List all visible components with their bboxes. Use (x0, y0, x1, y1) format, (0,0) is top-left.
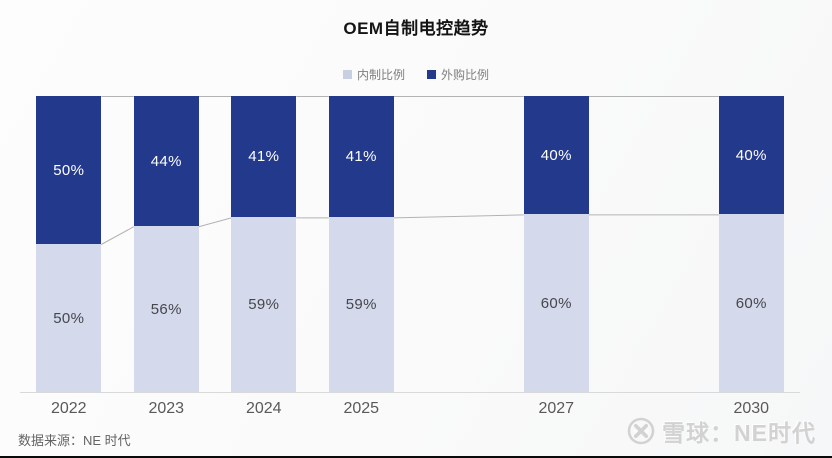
bar-segment-inhouse: 60% (523, 214, 589, 392)
legend-swatch-inhouse-icon (342, 70, 352, 79)
bar-value-label: 50% (53, 309, 85, 327)
bar-value-label: 60% (735, 294, 767, 312)
bar-segment-outsourced: 44% (133, 96, 199, 227)
data-source-note: 数据来源：NE 时代 (18, 433, 131, 448)
bar-segment-inhouse: 50% (36, 244, 102, 392)
bar-value-label: 50% (53, 161, 85, 179)
legend-item-outsourced: 外购比例 (427, 66, 489, 83)
bar-segment-outsourced: 50% (36, 96, 102, 244)
watermark-text: 雪球：NE时代 (662, 420, 816, 446)
bar-group-2030: 40% 60% (718, 96, 784, 392)
bar-group-2024: 41% 59% (231, 96, 297, 392)
plot-area: 50% 50% 44% 56% 41% 59% 41% 59% 40% 60% 40% 60% (20, 96, 800, 393)
legend-swatch-outsourced-icon (427, 70, 436, 79)
xueqiu-logo-icon (627, 417, 655, 445)
bar-segment-inhouse: 60% (718, 214, 784, 392)
bar-segment-outsourced: 40% (523, 96, 589, 215)
bar-value-label: 60% (540, 294, 572, 312)
bar-value-label: 59% (345, 296, 377, 314)
bar-group-2022: 50% 50% (36, 96, 102, 392)
bar-value-label: 56% (150, 300, 182, 318)
x-axis-label: 2025 (343, 400, 380, 417)
x-axis-label: 2023 (148, 400, 185, 417)
bar-value-label: 40% (735, 146, 767, 164)
bar-segment-outsourced: 40% (718, 96, 784, 215)
bar-group-2025: 41% 59% (328, 96, 394, 392)
bar-segment-outsourced: 41% (231, 96, 297, 218)
bar-segment-inhouse: 59% (328, 217, 394, 392)
x-axis-label: 2030 (733, 400, 770, 417)
bar-group-2023: 44% 56% (133, 96, 199, 392)
bar-value-label: 41% (345, 148, 377, 166)
bar-segment-outsourced: 41% (328, 96, 394, 218)
x-axis-label: 2024 (245, 400, 282, 417)
bar-value-label: 40% (540, 146, 572, 164)
x-axis-label: 2027 (538, 400, 575, 417)
watermark: 雪球：NE时代 (626, 414, 816, 448)
legend: 内制比例 外购比例 (0, 66, 832, 83)
x-axis: 2022 2023 2024 2025 2027 2030 (20, 400, 800, 420)
bar-value-label: 59% (248, 296, 280, 314)
bar-value-label: 44% (150, 152, 182, 170)
bar-segment-inhouse: 56% (133, 226, 199, 392)
legend-item-inhouse: 内制比例 (342, 66, 405, 83)
chart-title: OEM自制电控趋势 (343, 19, 489, 38)
bar-value-label: 41% (248, 148, 280, 166)
legend-label-inhouse: 内制比例 (356, 68, 405, 82)
legend-label-outsourced: 外购比例 (441, 68, 490, 82)
bar-segment-inhouse: 59% (231, 217, 297, 392)
x-axis-label: 2022 (50, 400, 87, 417)
bar-group-2027: 40% 60% (523, 96, 589, 392)
series-connector-lines (101, 96, 719, 245)
